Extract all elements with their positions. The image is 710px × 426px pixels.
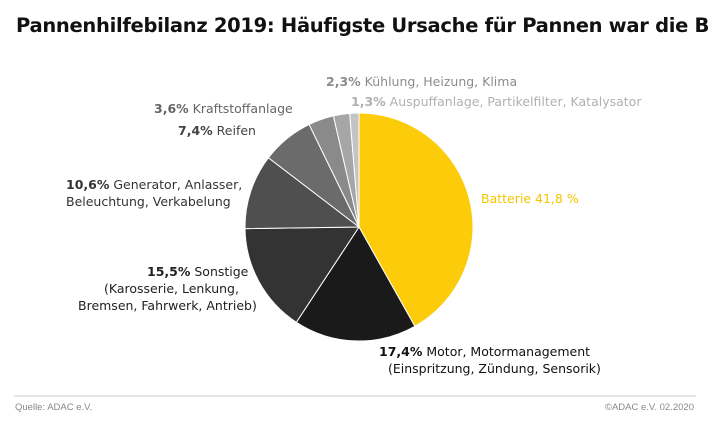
label-pct: 3,6% xyxy=(154,101,189,116)
source-note: Quelle: ADAC e.V. xyxy=(15,402,93,413)
label-text-2: Beleuchtung, Verkabelung xyxy=(66,194,231,209)
label-auspuff: 1,3% Auspuffanlage, Partikelfilter, Kata… xyxy=(351,93,641,110)
label-kuehlung: 2,3% Kühlung, Heizung, Klima xyxy=(326,73,517,90)
label-text: Sonstige xyxy=(194,264,249,279)
label-pct: 41,8 % xyxy=(535,191,579,206)
label-kraftstoff: 3,6% Kraftstoffanlage xyxy=(154,100,293,117)
label-pct: 17,4% xyxy=(379,344,423,359)
footer-divider xyxy=(14,395,696,397)
label-text-2: (Karosserie, Lenkung, xyxy=(104,281,239,296)
label-reifen: 7,4% Reifen xyxy=(178,122,256,139)
label-text-2: (Einspritzung, Zündung, Sensorik) xyxy=(388,361,601,376)
label-batterie: Batterie 41,8 % xyxy=(481,190,579,207)
label-text: Generator, Anlasser, xyxy=(113,177,243,192)
pie-slice-2 xyxy=(244,226,360,323)
label-generator: 10,6% Generator, Anlasser, Beleuchtung, … xyxy=(66,176,242,210)
label-sonstige: 15,5% Sonstige (Karosserie, Lenkung, Bre… xyxy=(78,263,257,314)
copyright-note: ©ADAC e.V. 02.2020 xyxy=(604,402,694,413)
label-pct: 2,3% xyxy=(326,74,361,89)
pie-slice-7 xyxy=(349,112,360,228)
chart-title: Pannenhilfebilanz 2019: Häufigste Ursach… xyxy=(16,14,710,37)
label-text: Reifen xyxy=(216,123,256,138)
label-text: Motor, Motormanagement xyxy=(426,344,591,359)
label-motor: 17,4% Motor, Motormanagement (Einspritzu… xyxy=(379,343,601,377)
label-pct: 1,3% xyxy=(351,94,386,109)
pie-slice-1 xyxy=(295,226,416,342)
label-text: Batterie xyxy=(481,191,532,206)
label-text: Auspuffanlage, Partikelfilter, Katalysat… xyxy=(389,94,642,109)
label-text-3: Bremsen, Fahrwerk, Antrieb) xyxy=(78,298,257,313)
label-pct: 7,4% xyxy=(178,123,213,138)
label-pct: 15,5% xyxy=(147,264,191,279)
label-pct: 10,6% xyxy=(66,177,110,192)
pie-slice-0 xyxy=(358,112,474,328)
pie-slice-3 xyxy=(244,157,361,230)
label-text: Kraftstoffanlage xyxy=(192,101,293,116)
label-text: Kühlung, Heizung, Klima xyxy=(364,74,518,89)
